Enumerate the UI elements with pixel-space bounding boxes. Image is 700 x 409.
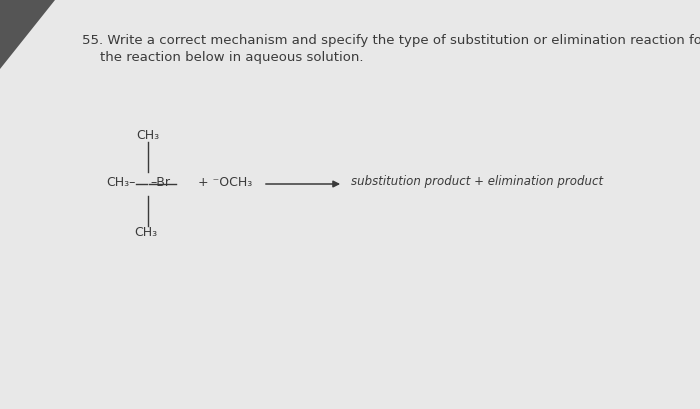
Text: the reaction below in aqueous solution.: the reaction below in aqueous solution. (100, 51, 363, 64)
Text: 55. Write a correct mechanism and specify the type of substitution or eliminatio: 55. Write a correct mechanism and specif… (82, 34, 700, 47)
Text: + ⁻OCH₃: + ⁻OCH₃ (198, 175, 252, 189)
Text: –Br: –Br (150, 175, 170, 189)
Text: CH₃–: CH₃– (106, 175, 136, 189)
Text: CH₃: CH₃ (134, 226, 158, 239)
Polygon shape (0, 0, 55, 69)
Text: CH₃: CH₃ (136, 129, 160, 142)
Text: substitution product + elimination product: substitution product + elimination produ… (351, 175, 603, 189)
